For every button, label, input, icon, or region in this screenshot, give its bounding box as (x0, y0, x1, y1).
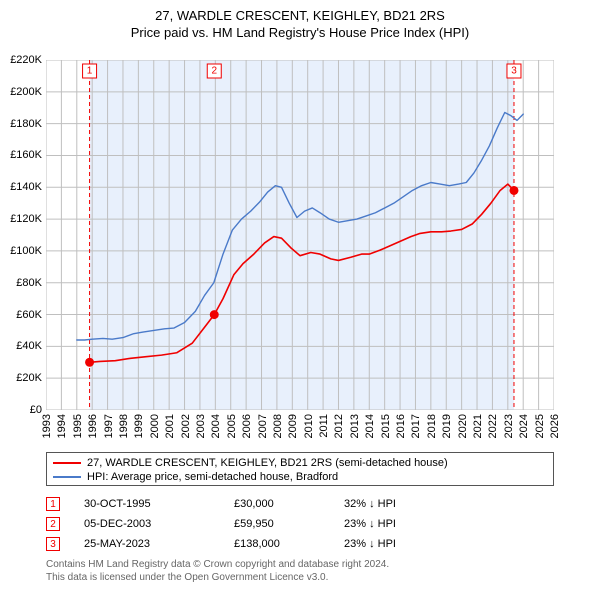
transaction-dot (85, 358, 94, 367)
x-tick-label: 2024 (518, 414, 530, 438)
x-tick-label: 2018 (426, 414, 438, 438)
transaction-diff: 23% ↓ HPI (344, 518, 396, 530)
x-tick-label: 2019 (441, 414, 453, 438)
y-tick-label: £100K (10, 245, 42, 257)
transaction-dot (210, 310, 219, 319)
y-tick-label: £60K (16, 309, 42, 321)
legend-swatch-1 (53, 462, 81, 464)
transaction-diff: 23% ↓ HPI (344, 538, 396, 550)
footer-line-2: This data is licensed under the Open Gov… (46, 572, 554, 585)
x-tick-label: 2014 (364, 414, 376, 438)
transaction-row: 2 05-DEC-2003 £59,950 23% ↓ HPI (46, 514, 554, 534)
transaction-diff: 32% ↓ HPI (344, 498, 396, 510)
transaction-date: 05-DEC-2003 (84, 518, 234, 530)
x-tick-label: 1993 (41, 414, 53, 438)
transaction-price: £30,000 (234, 498, 344, 510)
x-tick-label: 2023 (503, 414, 515, 438)
x-tick-label: 2022 (487, 414, 499, 438)
y-tick-label: £180K (10, 118, 42, 130)
x-tick-label: 2007 (257, 414, 269, 438)
x-tick-label: 1998 (118, 414, 130, 438)
x-tick-label: 2003 (195, 414, 207, 438)
legend-row-series1: 27, WARDLE CRESCENT, KEIGHLEY, BD21 2RS … (53, 456, 547, 470)
x-tick-label: 2008 (272, 414, 284, 438)
transaction-date: 25-MAY-2023 (84, 538, 234, 550)
x-tick-label: 2012 (333, 414, 345, 438)
x-tick-label: 1997 (103, 414, 115, 438)
x-tick-label: 2015 (380, 414, 392, 438)
transaction-date: 30-OCT-1995 (84, 498, 234, 510)
transaction-marker: 2 (46, 517, 60, 531)
x-tick-label: 2016 (395, 414, 407, 438)
x-tick-label: 2010 (303, 414, 315, 438)
transaction-price: £59,950 (234, 518, 344, 530)
svg-text:1: 1 (87, 66, 93, 77)
x-tick-label: 2002 (180, 414, 192, 438)
legend-row-series2: HPI: Average price, semi-detached house,… (53, 470, 547, 484)
svg-text:3: 3 (511, 66, 517, 77)
y-tick-label: £160K (10, 149, 42, 161)
x-tick-label: 2025 (534, 414, 546, 438)
chart-svg: 1 2 3 (46, 60, 554, 410)
x-tick-label: 2001 (164, 414, 176, 438)
chart-title: 27, WARDLE CRESCENT, KEIGHLEY, BD21 2RS (0, 8, 600, 23)
y-tick-label: £200K (10, 86, 42, 98)
x-tick-label: 2009 (287, 414, 299, 438)
x-tick-label: 1994 (56, 414, 68, 438)
legend-label-2: HPI: Average price, semi-detached house,… (87, 471, 338, 483)
x-tick-label: 2004 (210, 414, 222, 438)
y-tick-label: £40K (16, 340, 42, 352)
transaction-marker: 1 (46, 497, 60, 511)
legend-swatch-2 (53, 476, 81, 478)
transaction-marker-box: 1 (83, 64, 97, 78)
y-tick-label: £140K (10, 181, 42, 193)
shade-region (90, 60, 514, 410)
x-tick-label: 2017 (410, 414, 422, 438)
transaction-row: 1 30-OCT-1995 £30,000 32% ↓ HPI (46, 494, 554, 514)
x-tick-label: 2020 (457, 414, 469, 438)
x-tick-label: 2006 (241, 414, 253, 438)
x-tick-label: 1999 (133, 414, 145, 438)
y-tick-label: £120K (10, 213, 42, 225)
x-tick-label: 1995 (72, 414, 84, 438)
transaction-row: 3 25-MAY-2023 £138,000 23% ↓ HPI (46, 534, 554, 554)
svg-text:2: 2 (211, 66, 217, 77)
x-tick-label: 2021 (472, 414, 484, 438)
chart-plot-area: 1 2 3 £0£20K£40K£60K£80K£100K£120K£140K£… (46, 60, 554, 410)
transaction-marker: 3 (46, 537, 60, 551)
x-tick-label: 1996 (87, 414, 99, 438)
y-tick-label: £20K (16, 372, 42, 384)
legend-box: 27, WARDLE CRESCENT, KEIGHLEY, BD21 2RS … (46, 452, 554, 486)
transaction-price: £138,000 (234, 538, 344, 550)
x-tick-label: 2026 (549, 414, 561, 438)
y-tick-label: £220K (10, 54, 42, 66)
x-tick-label: 2013 (349, 414, 361, 438)
x-tick-label: 2011 (318, 414, 330, 438)
chart-subtitle: Price paid vs. HM Land Registry's House … (0, 25, 600, 40)
footer-attribution: Contains HM Land Registry data © Crown c… (46, 559, 554, 584)
x-tick-label: 2000 (149, 414, 161, 438)
legend-label-1: 27, WARDLE CRESCENT, KEIGHLEY, BD21 2RS … (87, 457, 448, 469)
transaction-dot (509, 186, 518, 195)
transaction-marker-box: 2 (207, 64, 221, 78)
footer-line-1: Contains HM Land Registry data © Crown c… (46, 559, 554, 572)
transaction-marker-box: 3 (507, 64, 521, 78)
y-tick-label: £80K (16, 277, 42, 289)
x-tick-label: 2005 (226, 414, 238, 438)
transactions-table: 1 30-OCT-1995 £30,000 32% ↓ HPI 2 05-DEC… (46, 494, 554, 554)
